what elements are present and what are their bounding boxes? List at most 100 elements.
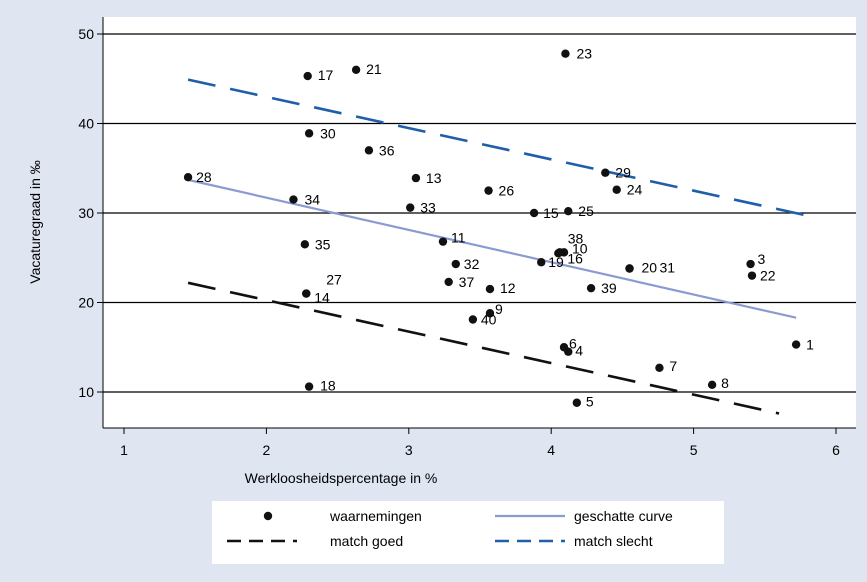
- y-tick-label: 10: [78, 384, 94, 400]
- y-tick-label: 50: [78, 26, 94, 42]
- point-label: 7: [669, 358, 677, 374]
- data-point: [625, 264, 634, 273]
- point-label: 6: [569, 335, 577, 351]
- data-point: [564, 207, 573, 216]
- legend-box: [212, 501, 724, 564]
- fitted-lines: [187, 78, 808, 415]
- point-label: 17: [318, 67, 334, 83]
- data-point: [746, 259, 755, 269]
- point-label: 10: [572, 240, 588, 256]
- point-label: 3: [758, 251, 766, 267]
- data-point: [484, 186, 493, 195]
- point-label: 31: [660, 259, 676, 275]
- data-point: [572, 398, 582, 407]
- data-point: [485, 309, 495, 318]
- legend: waarnemingen geschatte curve match goed mat…: [212, 501, 724, 564]
- point-label: 21: [366, 61, 382, 77]
- data-point: [351, 65, 361, 75]
- data-point: [707, 380, 717, 390]
- data-point: [559, 343, 569, 352]
- data-point: [537, 258, 546, 267]
- y-tick-label: 20: [78, 295, 94, 311]
- point-label: 29: [615, 165, 631, 181]
- point-label: 18: [320, 378, 336, 394]
- data-point: [302, 289, 311, 298]
- point-label: 30: [320, 125, 336, 141]
- point-label: 22: [760, 268, 776, 284]
- data-point: [601, 168, 610, 177]
- y-axis-title: Vacaturegraad in ‰: [27, 160, 43, 283]
- point-label: 36: [379, 142, 395, 158]
- point-label: 9: [495, 301, 503, 317]
- data-point: [444, 277, 453, 287]
- data-point: [555, 248, 564, 257]
- data-point: [304, 382, 314, 391]
- data-point: [612, 185, 621, 194]
- data-point: [561, 49, 570, 58]
- data-points: [183, 49, 801, 407]
- data-point: [451, 259, 460, 269]
- x-tick-label: 5: [690, 442, 698, 458]
- point-label: 4: [575, 343, 583, 359]
- legend-label: geschatte curve: [574, 508, 673, 524]
- data-point: [747, 271, 757, 280]
- data-point: [485, 284, 495, 294]
- legend-label: match goed: [330, 533, 403, 549]
- data-point: [303, 71, 312, 81]
- data-point: [438, 237, 448, 246]
- point-label: 20: [642, 259, 658, 275]
- point-label: 32: [464, 256, 480, 272]
- point-label: 34: [304, 192, 320, 208]
- point-label: 37: [459, 274, 475, 290]
- x-tick-label: 3: [405, 442, 413, 458]
- data-point: [364, 146, 374, 155]
- point-label: 12: [500, 280, 516, 296]
- point-label: 8: [721, 375, 729, 391]
- x-tick-label: 1: [120, 442, 128, 458]
- legend-label: match slecht: [574, 533, 653, 549]
- point-label: 39: [601, 280, 617, 296]
- point-label: 15: [543, 205, 559, 221]
- legend-label: waarnemingen: [329, 508, 422, 524]
- point-label: 5: [586, 394, 594, 410]
- data-point: [468, 315, 478, 324]
- point-label: 24: [627, 182, 643, 198]
- line-match-goed: [187, 281, 780, 415]
- data-point: [304, 129, 314, 138]
- point-label: 38: [568, 230, 584, 246]
- point-label: 28: [196, 169, 212, 185]
- data-point: [586, 283, 596, 293]
- data-point: [529, 208, 539, 218]
- point-label: 33: [420, 200, 436, 216]
- point-label: 27: [326, 272, 342, 288]
- point-label: 14: [314, 290, 330, 306]
- x-axis-title: Werkloosheidspercentage in %: [245, 470, 438, 486]
- point-label: 16: [567, 250, 583, 266]
- x-tick-label: 2: [263, 442, 271, 458]
- point-label: 26: [499, 183, 515, 199]
- point-label: 13: [426, 170, 442, 186]
- data-point: [655, 363, 664, 373]
- data-point: [183, 173, 193, 182]
- y-tick-label: 30: [78, 205, 94, 221]
- point-label: 23: [576, 46, 592, 62]
- x-tick-label: 6: [832, 442, 840, 458]
- point-label: 1: [806, 337, 814, 353]
- data-point: [791, 340, 801, 349]
- point-label: 40: [481, 312, 497, 328]
- point-label: 35: [315, 236, 331, 252]
- data-point: [411, 173, 421, 183]
- point-label: 25: [578, 203, 594, 219]
- y-tick-label: 40: [78, 116, 94, 132]
- plot-area: [103, 17, 856, 428]
- x-tick-label: 4: [547, 442, 555, 458]
- data-point: [406, 203, 415, 212]
- point-label: 19: [548, 254, 564, 270]
- data-point: [300, 240, 310, 249]
- point-label: 11: [451, 230, 466, 246]
- line-match-slecht: [187, 78, 808, 217]
- data-point: [289, 195, 298, 204]
